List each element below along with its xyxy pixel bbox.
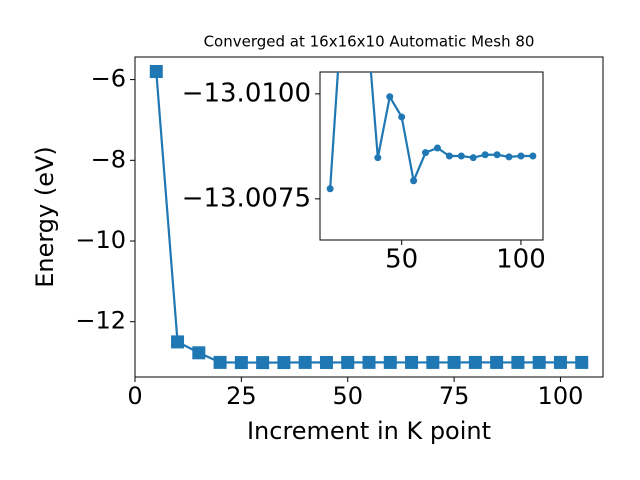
x-tick-label: 75 xyxy=(439,382,470,410)
series xyxy=(326,6,537,193)
marker xyxy=(234,356,248,370)
marker xyxy=(362,6,369,13)
marker xyxy=(192,346,206,360)
y-axis-label: Energy (eV) xyxy=(31,146,59,288)
marker xyxy=(410,177,418,185)
marker xyxy=(490,355,504,369)
x-tick-label: 25 xyxy=(226,382,257,410)
marker xyxy=(256,356,270,370)
marker xyxy=(326,185,334,193)
marker xyxy=(445,152,453,160)
marker xyxy=(339,6,346,13)
marker xyxy=(457,152,465,160)
x-tick-label: 50 xyxy=(332,382,363,410)
marker xyxy=(447,355,461,369)
y-tick-label: −6 xyxy=(91,65,126,93)
marker xyxy=(149,65,163,79)
marker xyxy=(341,355,355,369)
marker xyxy=(511,355,525,369)
marker xyxy=(493,151,501,159)
marker xyxy=(213,355,227,369)
marker xyxy=(398,113,406,121)
x-tick-label: 100 xyxy=(496,245,546,275)
marker xyxy=(298,355,312,369)
marker xyxy=(405,355,419,369)
marker xyxy=(362,355,376,369)
marker xyxy=(383,355,397,369)
marker xyxy=(374,154,382,162)
marker xyxy=(319,355,333,369)
marker xyxy=(575,355,589,369)
y-tick-label: −10 xyxy=(75,226,126,254)
series xyxy=(149,65,589,370)
y-tick-label: −13.0075 xyxy=(182,183,311,213)
y-tick-label: −12 xyxy=(75,307,126,335)
x-tick-label: 50 xyxy=(385,245,418,275)
marker xyxy=(386,93,394,101)
marker xyxy=(532,355,546,369)
x-tick-label: 100 xyxy=(538,382,584,410)
marker xyxy=(426,355,440,369)
marker xyxy=(529,152,537,160)
y-tick-label: −13.0100 xyxy=(182,78,311,108)
y-tick-label: −8 xyxy=(91,145,126,173)
marker xyxy=(433,144,441,152)
x-axis-label: Increment in K point xyxy=(247,417,491,445)
marker xyxy=(469,154,477,162)
marker xyxy=(505,153,513,161)
chart-title: Converged at 16x16x10 Automatic Mesh 80 xyxy=(204,33,535,51)
marker xyxy=(171,335,185,349)
marker xyxy=(277,356,291,370)
marker xyxy=(481,151,489,159)
marker xyxy=(422,149,430,157)
x-tick-label: 0 xyxy=(127,382,142,410)
marker xyxy=(553,355,567,369)
marker xyxy=(468,355,482,369)
marker xyxy=(517,152,525,160)
